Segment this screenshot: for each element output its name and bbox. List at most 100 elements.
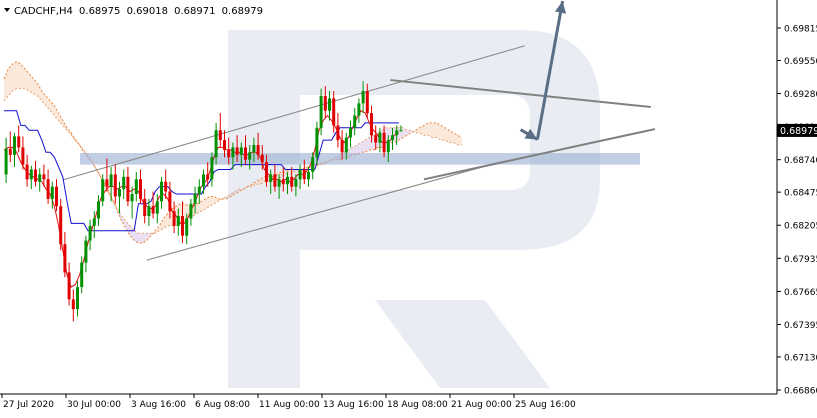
candle	[370, 105, 373, 143]
candle-body	[370, 113, 373, 136]
cloud-segment	[184, 203, 189, 221]
candle	[269, 169, 273, 194]
candle-body	[189, 203, 193, 219]
candle-body	[130, 193, 134, 202]
cloud-segment	[138, 233, 143, 243]
candle-body	[101, 179, 105, 202]
cloud-segment	[352, 144, 357, 155]
candle-body	[239, 147, 243, 155]
time-tick-label: 25 Aug 16:00	[515, 400, 576, 410]
time-tick-label: 6 Aug 08:00	[195, 400, 250, 410]
candle-body	[328, 98, 331, 111]
candle-body	[281, 179, 285, 185]
candle-body	[42, 174, 46, 180]
candle	[252, 137, 256, 163]
candle	[382, 125, 386, 158]
kijun-sen-line	[4, 110, 399, 232]
candle	[298, 164, 302, 190]
candle	[210, 152, 214, 187]
time-tick-label: 27 Jul 2020	[3, 400, 54, 410]
candle	[126, 167, 130, 207]
candle-body	[399, 130, 403, 132]
candle-body	[46, 179, 50, 199]
candle-body	[4, 148, 8, 175]
candle-body	[260, 154, 264, 163]
cloud-segment	[134, 230, 139, 243]
candle-body	[395, 130, 399, 136]
cloud-segment	[356, 142, 361, 155]
cloud-segment	[163, 213, 168, 229]
candle-body	[206, 174, 210, 180]
candle-body	[55, 186, 58, 207]
time-tick-label: 11 Aug 00:00	[259, 400, 320, 410]
candle	[46, 169, 50, 204]
candle-body	[349, 127, 352, 138]
cloud-segment	[121, 216, 126, 229]
candle	[265, 154, 268, 187]
candle-body	[25, 164, 29, 180]
candle-body	[273, 174, 277, 187]
candle-body	[29, 169, 33, 180]
cloud-segment	[58, 113, 63, 126]
candle-body	[67, 272, 71, 300]
candle	[273, 164, 277, 192]
candle	[97, 195, 100, 226]
cloud-segment	[12, 61, 17, 92]
candle	[59, 198, 63, 251]
candle	[63, 231, 67, 278]
candle	[340, 130, 344, 160]
cloud-segment	[432, 122, 437, 138]
candle	[357, 98, 361, 123]
high-value: 0.69018	[127, 6, 168, 17]
cloud-segment	[142, 233, 147, 243]
candle-body	[164, 181, 168, 192]
candle-body	[172, 211, 176, 226]
time-tick-label: 3 Aug 16:00	[131, 400, 186, 410]
cloud-segment	[293, 169, 298, 172]
candle	[185, 213, 189, 245]
candle	[353, 108, 357, 136]
cloud-segment	[25, 69, 30, 92]
cloud-segment	[159, 218, 164, 231]
price-tick-label: 0.66860	[784, 387, 817, 397]
forecast-layer	[519, 0, 567, 141]
cloud-segment	[125, 220, 130, 236]
cloud-segment	[16, 61, 21, 89]
cloud-segment	[436, 122, 441, 141]
candle	[323, 86, 327, 119]
candle-body	[256, 144, 260, 155]
candle-body	[294, 179, 298, 187]
cloud-segment	[403, 127, 408, 138]
candle-body	[248, 152, 252, 160]
candle	[281, 167, 285, 192]
candle	[139, 169, 142, 204]
cloud-segment	[205, 196, 210, 209]
candle-body	[181, 216, 184, 236]
caret-down-icon[interactable]	[4, 8, 10, 12]
candle-body	[231, 147, 235, 158]
candle	[294, 174, 298, 197]
candle	[286, 171, 289, 194]
candle	[118, 181, 121, 214]
cloud-segment	[197, 201, 202, 214]
candle-body	[227, 149, 231, 158]
candle	[29, 165, 33, 190]
price-axis: 0.698150.695500.692800.690100.687400.684…	[777, 25, 817, 397]
candle	[92, 211, 96, 239]
watermark-logo	[228, 30, 600, 388]
candle	[50, 181, 54, 209]
candle	[13, 132, 16, 168]
candle	[105, 158, 109, 192]
candle-body	[59, 206, 63, 245]
candle-body	[118, 189, 121, 197]
cloud-segment	[130, 225, 135, 241]
candle	[214, 122, 218, 165]
candle	[193, 186, 197, 214]
candle-body	[17, 136, 21, 148]
close-value: 0.68979	[222, 6, 263, 17]
cloud-segment	[449, 130, 454, 143]
candle	[235, 135, 239, 163]
